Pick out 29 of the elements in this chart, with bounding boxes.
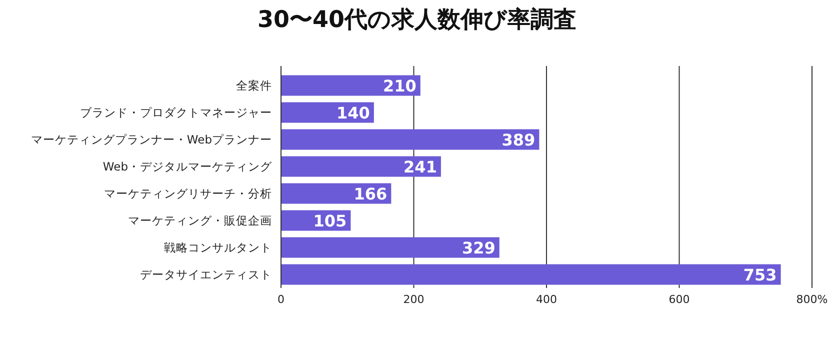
x-tick-label: 200 [403,293,424,306]
bar [281,237,500,258]
bar [281,264,781,285]
data-label: 241 [404,158,437,176]
bar [281,156,441,177]
data-label: 105 [313,212,347,230]
y-tick-label: マーケティングプランナー・Webプランナー [30,132,272,146]
data-label: 389 [502,130,536,150]
chart-title: 30〜40代の求人数伸び率調査 [257,6,577,33]
data-label: 329 [462,238,496,258]
y-tick-label: マーケティングリサーチ・分析 [104,186,272,200]
x-tick-label: 400 [536,293,557,306]
x-tick-label: 600 [668,293,690,306]
data-label: 140 [336,104,370,122]
data-label: 166 [354,184,388,204]
y-tick-label: Web・デジタルマーケティング [102,160,273,174]
bar [281,75,420,96]
bar [281,183,392,204]
x-tick-label: 800% [796,293,828,306]
data-label: 210 [382,76,416,96]
y-tick-label: データサイエンティスト [140,268,272,282]
y-tick-label: ブランド・プロダクトマネージャー [80,106,272,120]
y-tick-label: 全案件 [236,78,272,92]
bar [281,102,374,123]
y-tick-label: マーケティング・販促企画 [128,214,272,228]
bar [281,129,540,150]
x-tick-label: 0 [278,293,284,306]
y-tick-label: 戦略コンサルタント [164,240,272,254]
data-label: 753 [743,266,777,284]
